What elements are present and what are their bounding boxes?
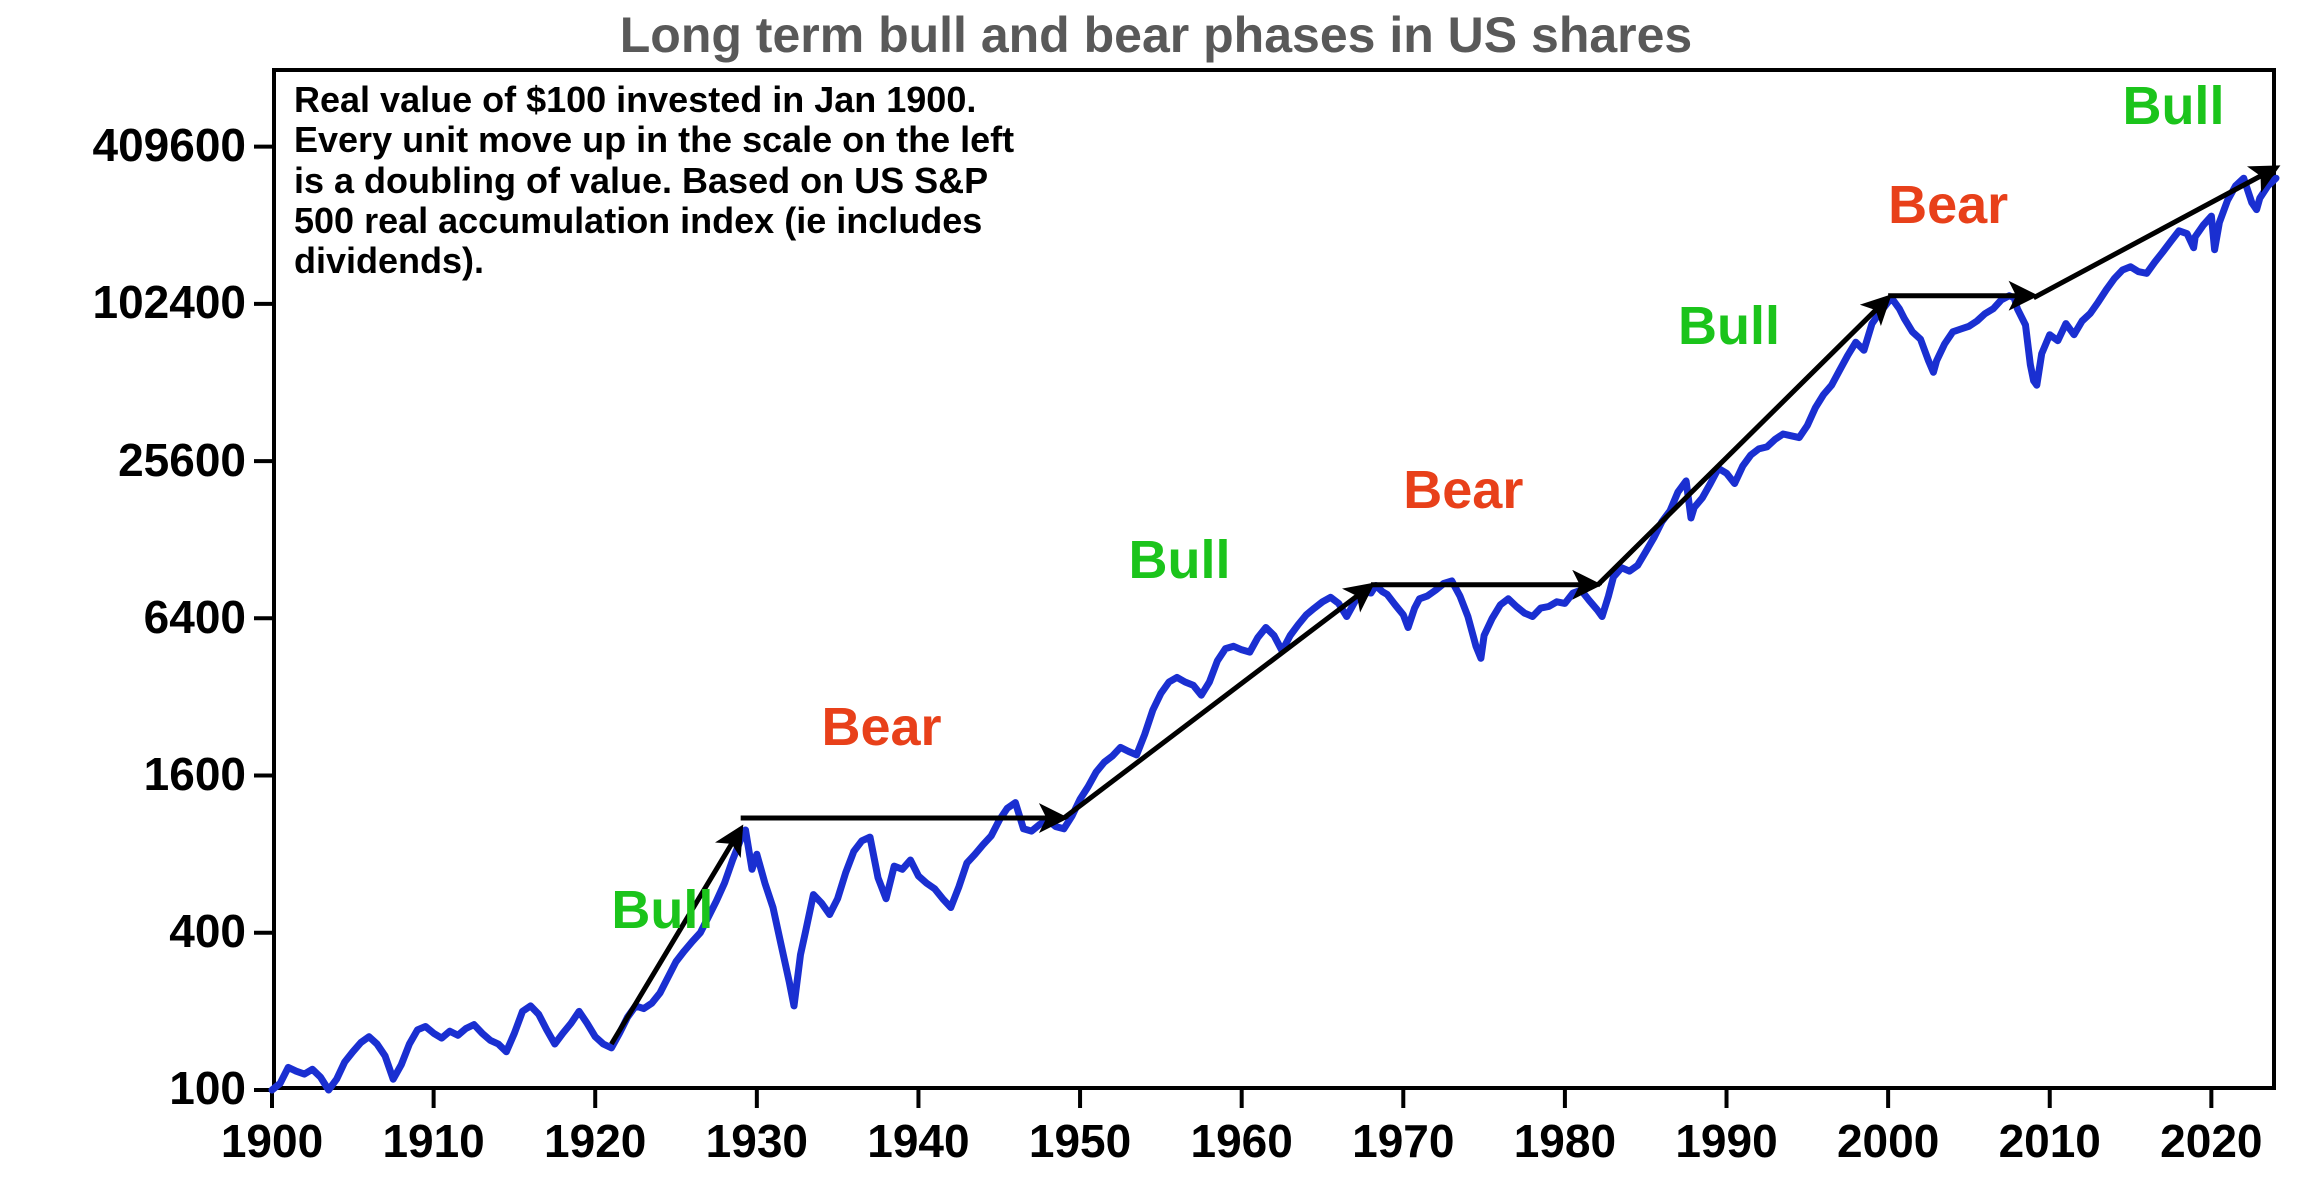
y-tick-label: 409600 bbox=[93, 118, 247, 172]
x-tick-label: 1910 bbox=[364, 1114, 504, 1168]
chart-description: Real value of $100 invested in Jan 1900.… bbox=[294, 80, 1054, 282]
x-tick-label: 1930 bbox=[687, 1114, 827, 1168]
chart-container: Long term bull and bear phases in US sha… bbox=[0, 0, 2312, 1195]
x-tick-label: 1900 bbox=[202, 1114, 342, 1168]
y-tick-label: 400 bbox=[169, 904, 246, 958]
x-tick-label: 1950 bbox=[1010, 1114, 1150, 1168]
x-tick-label: 1980 bbox=[1495, 1114, 1635, 1168]
y-tick-label: 100 bbox=[169, 1061, 246, 1115]
y-tick-label: 102400 bbox=[93, 275, 247, 329]
x-tick-label: 1960 bbox=[1172, 1114, 1312, 1168]
bear-phase-label: Bear bbox=[821, 696, 941, 758]
bull-phase-arrow bbox=[1064, 585, 1371, 818]
x-tick-label: 2010 bbox=[1980, 1114, 2120, 1168]
x-tick-label: 1970 bbox=[1333, 1114, 1473, 1168]
x-tick-label: 2020 bbox=[2141, 1114, 2281, 1168]
x-tick-label: 1940 bbox=[848, 1114, 988, 1168]
x-tick-label: 1920 bbox=[525, 1114, 665, 1168]
bull-phase-label: Bull bbox=[2122, 75, 2224, 137]
y-tick-label: 1600 bbox=[144, 747, 246, 801]
x-tick-label: 2000 bbox=[1818, 1114, 1958, 1168]
bear-phase-label: Bear bbox=[1888, 174, 2008, 236]
bull-phase-arrow bbox=[2034, 168, 2276, 298]
price-series-line bbox=[272, 178, 2276, 1090]
y-tick-label: 25600 bbox=[118, 433, 246, 487]
y-tick-label: 6400 bbox=[144, 590, 246, 644]
bear-phase-label: Bear bbox=[1403, 459, 1523, 521]
bull-phase-label: Bull bbox=[1678, 295, 1780, 357]
bull-phase-label: Bull bbox=[1129, 529, 1231, 591]
x-tick-label: 1990 bbox=[1657, 1114, 1797, 1168]
bull-phase-label: Bull bbox=[611, 879, 713, 941]
